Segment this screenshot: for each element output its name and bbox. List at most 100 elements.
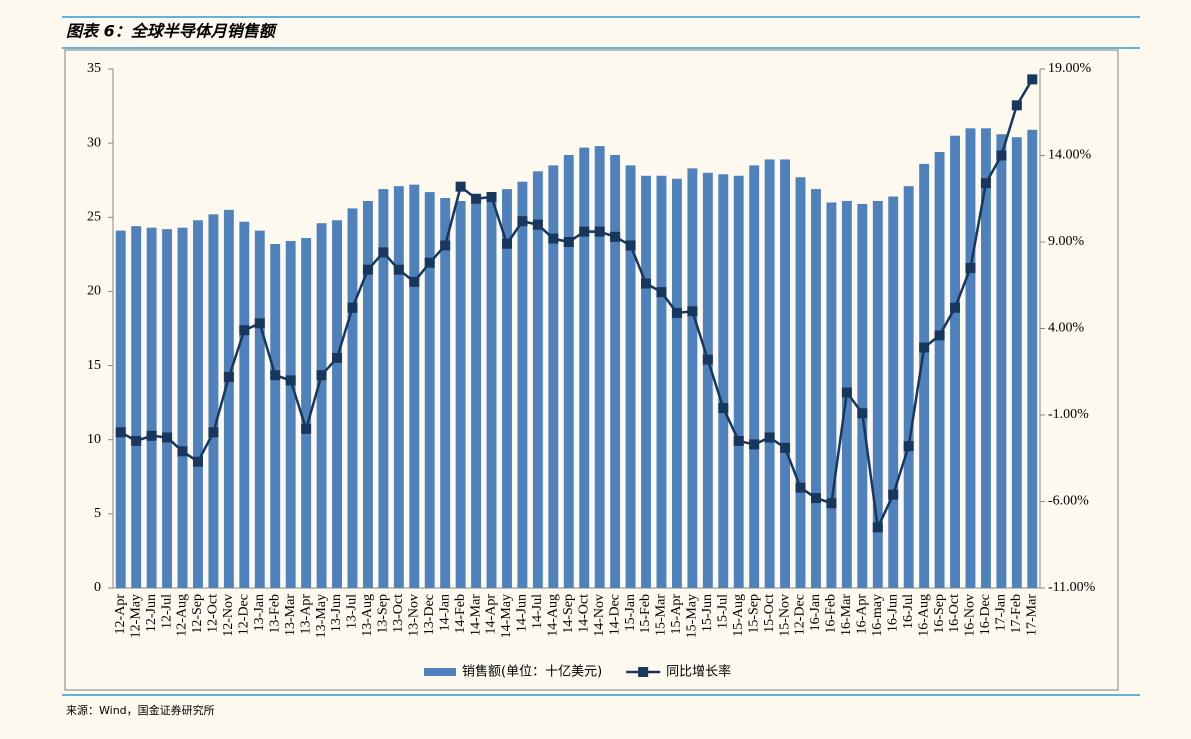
- x-tick-label: 16-Feb: [824, 594, 839, 634]
- bar: [285, 241, 296, 589]
- marker: [795, 482, 806, 493]
- x-tick-label: 16-Aug: [916, 594, 931, 637]
- marker: [347, 302, 358, 313]
- x-tick-label: 12-Nov: [221, 594, 236, 637]
- y2-tick-label: 19.00%: [1048, 61, 1092, 76]
- bar: [996, 134, 1007, 588]
- bar: [594, 146, 605, 588]
- x-tick-label: 13-Apr: [298, 594, 313, 635]
- marker: [641, 278, 652, 289]
- x-tick-label: 17-Mar: [1024, 594, 1039, 636]
- bar: [409, 184, 420, 589]
- bar: [193, 220, 203, 588]
- x-tick-label: 16-Jan: [808, 594, 823, 631]
- bar: [702, 172, 713, 589]
- x-tick-label: 14-May: [499, 594, 514, 638]
- bar: [903, 186, 914, 588]
- x-tick-label: 16-Jul: [901, 594, 916, 629]
- bar: [671, 178, 682, 588]
- x-tick-label: 15-Jan: [623, 594, 638, 631]
- bar: [424, 192, 435, 588]
- x-tick-label: 12-Apr: [113, 594, 128, 635]
- x-tick-label: 15-Nov: [777, 594, 792, 637]
- marker: [393, 264, 404, 275]
- bar: [162, 229, 173, 589]
- bar: [888, 196, 899, 589]
- marker: [764, 432, 775, 443]
- bar: [1027, 129, 1038, 588]
- x-tick-label: 13-Sep: [376, 594, 391, 634]
- bar: [471, 195, 482, 589]
- x-tick-label: 15-Jun: [700, 594, 715, 632]
- marker: [409, 276, 420, 287]
- x-tick-label: 13-Jun: [329, 594, 344, 632]
- x-tick-label: 16-Dec: [978, 594, 993, 635]
- x-tick-label: 13-Aug: [360, 594, 375, 637]
- x-tick-label: 15-Apr: [669, 594, 684, 635]
- bar: [239, 221, 250, 588]
- x-tick-label: 12-Jul: [159, 594, 174, 629]
- legend-swatch: [638, 667, 649, 677]
- marker: [285, 375, 296, 386]
- x-tick-label: 14-Jul: [530, 594, 545, 629]
- marker: [440, 240, 451, 251]
- marker: [471, 193, 482, 204]
- bar: [1011, 137, 1022, 588]
- marker: [841, 387, 852, 398]
- x-tick-label: 12-Aug: [175, 594, 190, 637]
- marker: [718, 403, 729, 414]
- x-tick-label: 12-Dec: [237, 594, 252, 635]
- bar: [548, 165, 559, 588]
- bar: [332, 220, 342, 588]
- bar: [362, 200, 373, 588]
- bar: [177, 227, 188, 588]
- bar: [579, 147, 590, 588]
- marker: [270, 370, 281, 381]
- bar: [254, 230, 265, 589]
- legend-swatch: [424, 668, 456, 676]
- marker: [702, 354, 713, 365]
- x-tick-label: 16-may: [870, 594, 885, 637]
- marker: [316, 370, 327, 381]
- bar: [532, 171, 543, 588]
- y2-tick-label: -1.00%: [1048, 407, 1089, 422]
- y-tick-label: 35: [87, 61, 101, 76]
- y2-tick-label: 9.00%: [1048, 234, 1085, 249]
- x-tick-label: 14-Dec: [607, 594, 622, 635]
- x-tick-label: 14-Mar: [468, 594, 483, 636]
- x-tick-label: 14-Oct: [576, 594, 591, 633]
- x-tick-label: 15-Sep: [746, 594, 761, 634]
- x-tick-label: 16-Nov: [963, 594, 978, 637]
- x-tick-label: 15-Jul: [715, 594, 730, 629]
- marker: [780, 442, 791, 453]
- x-tick-label: 14-Jun: [515, 594, 530, 632]
- y-tick-label: 30: [87, 135, 101, 150]
- marker: [857, 408, 868, 419]
- x-tick-label: 12-May: [128, 594, 143, 638]
- bar: [455, 200, 466, 588]
- bar: [795, 177, 806, 588]
- bar: [687, 168, 698, 588]
- x-tick-label: 17-Jan: [994, 594, 1009, 631]
- y-tick-label: 0: [94, 580, 101, 595]
- x-tick-label: 12-Jun: [144, 594, 159, 632]
- marker: [563, 237, 574, 247]
- marker: [980, 178, 991, 189]
- marker: [192, 456, 203, 467]
- bar: [316, 223, 327, 588]
- marker: [872, 522, 883, 533]
- marker: [301, 423, 312, 434]
- bar: [131, 226, 142, 588]
- bar: [780, 159, 791, 588]
- bar: [378, 189, 389, 588]
- x-tick-label: 13-Oct: [391, 594, 406, 633]
- marker: [810, 493, 821, 504]
- x-tick-label: 13-Mar: [283, 594, 298, 636]
- y-tick-label: 5: [94, 506, 101, 521]
- marker: [888, 489, 899, 500]
- legend-label: 销售额(单位：十亿美元): [462, 664, 602, 680]
- marker: [965, 262, 976, 273]
- bar: [393, 186, 404, 588]
- source: 来源：Wind，国金证券研究所: [66, 703, 215, 717]
- legend-label: 同比增长率: [666, 664, 731, 680]
